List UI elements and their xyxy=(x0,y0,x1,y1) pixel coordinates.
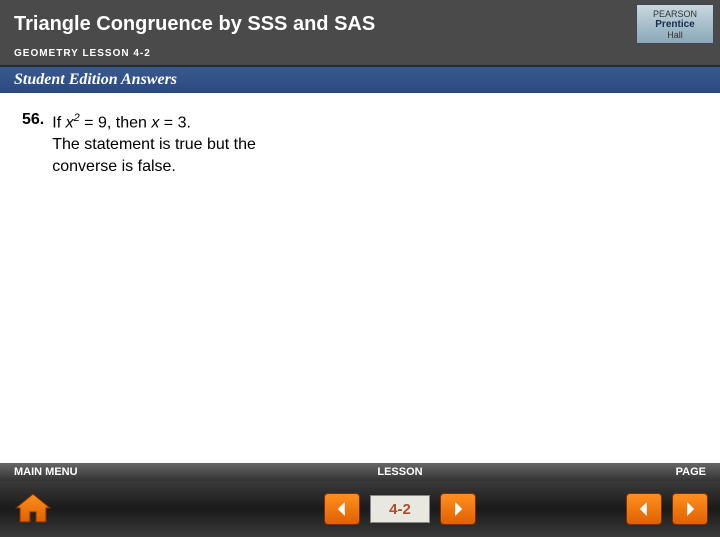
footer-label-bar: MAIN MENU LESSON PAGE xyxy=(0,463,720,481)
page-nav-section xyxy=(568,493,708,525)
lesson-prev-button[interactable] xyxy=(324,493,360,525)
lesson-subtitle: GEOMETRY LESSON 4-2 xyxy=(0,48,720,65)
page-next-button[interactable] xyxy=(672,493,708,525)
publisher-logo: PEARSON Prentice Hall xyxy=(630,0,720,48)
text-pre: If xyxy=(52,114,65,131)
page-label: PAGE xyxy=(580,466,720,478)
main-menu-label: MAIN MENU xyxy=(0,466,220,478)
problem-number: 56. xyxy=(22,111,44,177)
chevron-left-icon xyxy=(637,502,651,516)
lesson-number-display: 4-2 xyxy=(370,495,430,523)
var-x1: x xyxy=(66,114,74,131)
problem-text: If x2 = 9, then x = 3. The statement is … xyxy=(52,111,272,177)
text-line2: The statement is true but the converse i… xyxy=(52,136,256,175)
chevron-right-icon xyxy=(451,502,465,516)
home-button[interactable] xyxy=(12,492,54,526)
footer-nav: 4-2 xyxy=(0,481,720,537)
chevron-right-icon xyxy=(683,502,697,516)
chevron-left-icon xyxy=(335,502,349,516)
problem-56: 56. If x2 = 9, then x = 3. The statement… xyxy=(22,111,698,177)
content-area: 56. If x2 = 9, then x = 3. The statement… xyxy=(0,93,720,463)
lesson-nav-section: 4-2 xyxy=(242,493,558,525)
text-end: = 3. xyxy=(159,114,191,131)
page-prev-button[interactable] xyxy=(626,493,662,525)
header-top-row: Triangle Congruence by SSS and SAS PEARS… xyxy=(0,0,720,48)
main-menu-section xyxy=(12,492,232,526)
logo-line1: PEARSON xyxy=(653,9,697,19)
lesson-title: Triangle Congruence by SSS and SAS xyxy=(0,3,630,46)
page-header: Triangle Congruence by SSS and SAS PEARS… xyxy=(0,0,720,67)
lesson-next-button[interactable] xyxy=(440,493,476,525)
lesson-label: LESSON xyxy=(220,466,580,478)
logo-line2: Prentice xyxy=(655,19,694,30)
logo-content: PEARSON Prentice Hall xyxy=(636,4,714,44)
logo-line3: Hall xyxy=(667,30,683,40)
house-icon xyxy=(12,492,54,526)
section-band: Student Edition Answers xyxy=(0,67,720,93)
text-mid: = 9, then xyxy=(80,114,152,131)
